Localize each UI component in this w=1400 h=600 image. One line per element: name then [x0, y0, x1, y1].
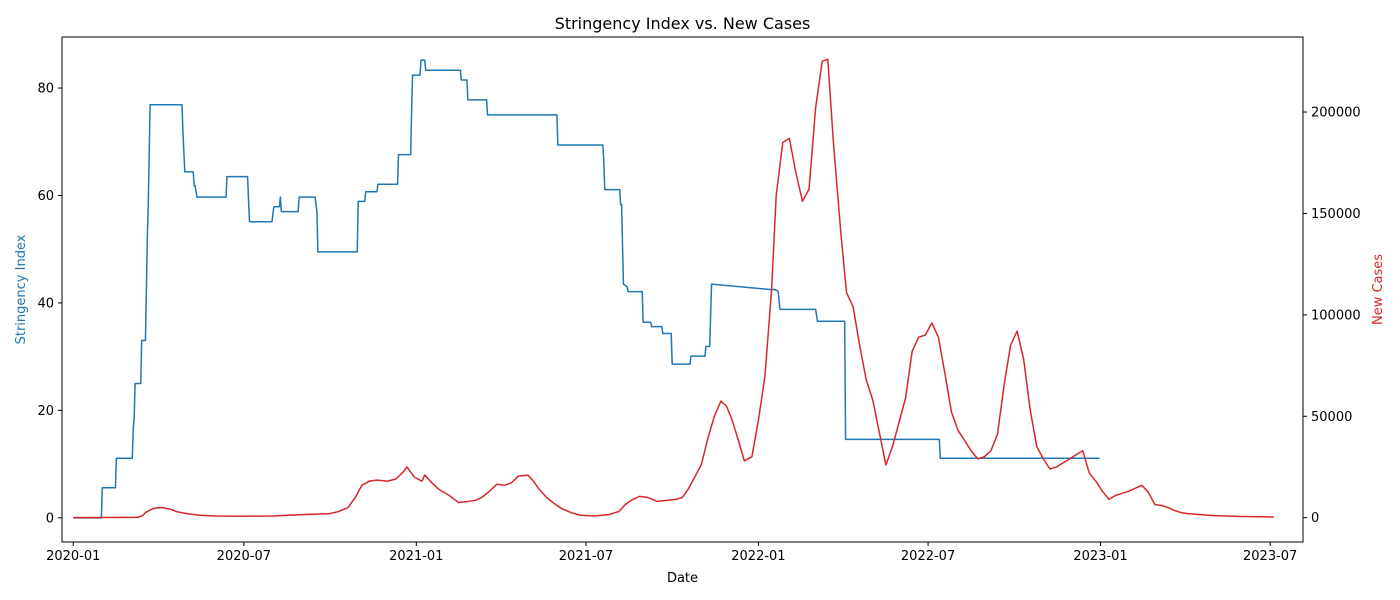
series-layer [73, 58, 1274, 519]
x-axis-ticks: 2020-01 2020-07 2021-01 2021-07 2022-01 2022-… [46, 542, 1297, 564]
new-cases-line [73, 58, 1274, 519]
right-tick-label: 0 [1311, 511, 1319, 526]
right-tick-label: 200000 [1311, 106, 1361, 121]
x-tick-label: 2022-01 [731, 549, 785, 564]
left-axis-ticks: 0 20 40 60 80 [37, 82, 62, 526]
right-tick-label: 150000 [1311, 207, 1361, 222]
right-tick-label: 100000 [1311, 308, 1361, 323]
stringency-index-line [73, 59, 1100, 519]
chart-title: Stringency Index vs. New Cases [555, 14, 811, 33]
left-axis-title: Stringency Index [14, 234, 29, 344]
left-tick-label: 40 [37, 296, 54, 311]
x-tick-label: 2023-01 [1073, 549, 1127, 564]
left-tick-label: 60 [37, 189, 54, 204]
x-tick-label: 2023-07 [1243, 549, 1297, 564]
x-tick-label: 2020-01 [46, 549, 100, 564]
x-tick-label: 2020-07 [217, 549, 271, 564]
x-tick-label: 2021-07 [559, 549, 613, 564]
left-tick-label: 80 [37, 82, 54, 97]
left-tick-label: 20 [37, 404, 54, 419]
right-axis-title: New Cases [1371, 254, 1386, 325]
right-axis-ticks: 0 50000 100000 150000 200000 [1303, 106, 1361, 526]
x-tick-label: 2021-01 [389, 549, 443, 564]
plot-background [62, 37, 1303, 542]
x-axis-title: Date [667, 571, 698, 586]
right-tick-label: 50000 [1311, 410, 1352, 425]
left-tick-label: 0 [46, 511, 54, 526]
x-tick-label: 2022-07 [901, 549, 955, 564]
plot-frame [61, 36, 1304, 543]
